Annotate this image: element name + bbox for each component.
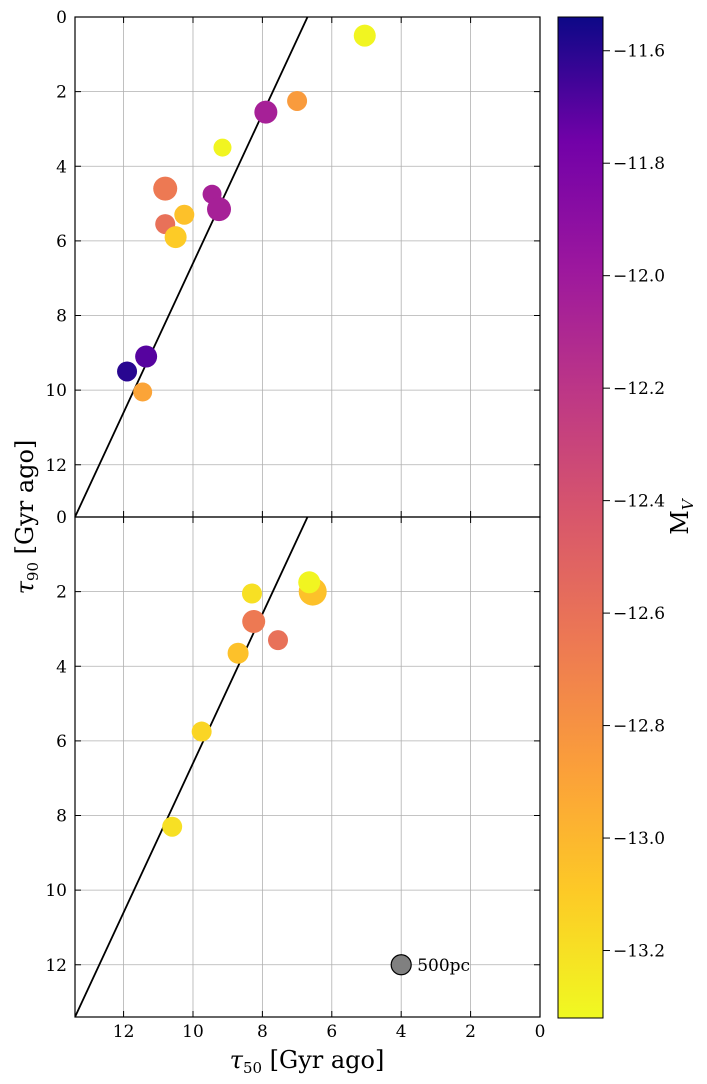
x-tick-label: 6 xyxy=(326,1022,337,1042)
bottom-panel-reference-line xyxy=(75,517,309,1017)
size-legend-marker xyxy=(390,954,412,976)
bottom-y-tick-label: 4 xyxy=(56,657,67,677)
bottom-data-point xyxy=(162,816,183,837)
bottom-y-tick-label: 12 xyxy=(45,956,67,976)
bottom-panel-frame xyxy=(74,516,541,1018)
bottom-data-point xyxy=(227,642,249,664)
top-panel-points xyxy=(117,24,376,402)
colorbar: −11.6 −11.8 −12.0 −12.2 −12.4 −12.6 −12.8 −13.0… xyxy=(557,16,697,1019)
colorbar-ticks: −11.6 −11.8 −12.0 −12.2 −12.4 −12.6 −12.8 −13.0… xyxy=(603,42,665,962)
x-tick-label: 10 xyxy=(182,1022,204,1042)
top-panel-y-ticks: 0 2 4 6 8 10 12 xyxy=(45,8,540,476)
bottom-panel-y-ticks: 2 4 6 8 10 12 0 xyxy=(45,508,540,976)
top-data-point xyxy=(174,204,195,225)
bottom-y-tick-label-zero: 0 xyxy=(56,508,67,528)
colorbar-gradient xyxy=(557,16,604,1019)
top-data-point xyxy=(254,100,278,124)
bottom-data-point xyxy=(298,571,321,594)
top-data-point xyxy=(153,176,178,201)
bottom-data-point xyxy=(268,630,289,651)
colorbar-tick-label: −12.2 xyxy=(613,379,665,399)
x-tick-label: 0 xyxy=(535,1022,546,1042)
bottom-data-point xyxy=(241,583,262,604)
top-reference-line xyxy=(75,17,309,517)
top-data-point xyxy=(117,361,138,382)
bottom-y-tick-label: 8 xyxy=(56,807,67,827)
x-tick-label: 4 xyxy=(396,1022,407,1042)
top-data-point xyxy=(287,90,308,111)
colorbar-tick-label: −11.8 xyxy=(613,154,665,174)
top-data-point xyxy=(133,382,153,402)
top-data-point xyxy=(213,138,232,157)
x-tick-label: 12 xyxy=(113,1022,135,1042)
bottom-panel: 2 4 6 8 10 12 0 500pc xyxy=(45,508,540,1017)
top-y-tick-label: 4 xyxy=(56,157,67,177)
x-axis-title: τ50 [Gyr ago] xyxy=(230,1046,385,1077)
bottom-reference-line xyxy=(75,517,309,1017)
bottom-y-tick-label: 6 xyxy=(56,732,67,752)
colorbar-tick-label: −12.8 xyxy=(613,717,665,737)
top-y-tick-label: 8 xyxy=(56,307,67,327)
bottom-y-tick-label: 2 xyxy=(56,583,67,603)
top-data-point xyxy=(164,226,187,249)
bottom-panel-points xyxy=(162,571,327,837)
bottom-y-tick-label: 10 xyxy=(45,881,67,901)
size-legend-label: 500pc xyxy=(417,956,470,976)
top-y-tick-label: 12 xyxy=(45,456,67,476)
bottom-data-point xyxy=(242,609,266,633)
top-panel: 0 2 4 6 8 10 12 xyxy=(45,8,540,517)
x-ticks: 12 10 8 6 4 2 0 xyxy=(113,17,546,1042)
size-legend: 500pc xyxy=(390,954,470,976)
top-panel-reference-line xyxy=(75,17,309,517)
top-data-point xyxy=(135,345,158,368)
top-panel-grid xyxy=(75,17,540,517)
colorbar-tick-label: −12.0 xyxy=(613,267,665,287)
top-y-tick-label: 6 xyxy=(56,232,67,252)
colorbar-tick-label: −11.6 xyxy=(613,42,665,62)
top-data-point xyxy=(353,24,376,47)
top-y-tick-label: 0 xyxy=(56,8,67,28)
top-y-tick-label: 10 xyxy=(45,381,67,401)
x-tick-label: 8 xyxy=(257,1022,268,1042)
x-tick-label: 2 xyxy=(465,1022,476,1042)
bottom-data-point xyxy=(191,721,212,742)
colorbar-title: MV xyxy=(666,497,697,535)
y-axis-title: τ90 [Gyr ago] xyxy=(11,440,42,595)
top-y-tick-label: 2 xyxy=(56,83,67,103)
bottom-panel-grid xyxy=(75,517,540,1017)
colorbar-tick-label: −12.6 xyxy=(613,604,665,624)
colorbar-tick-label: −13.2 xyxy=(613,942,665,962)
colorbar-tick-label: −12.4 xyxy=(613,492,665,512)
colorbar-tick-label: −13.0 xyxy=(613,829,665,849)
top-data-point xyxy=(207,197,232,222)
